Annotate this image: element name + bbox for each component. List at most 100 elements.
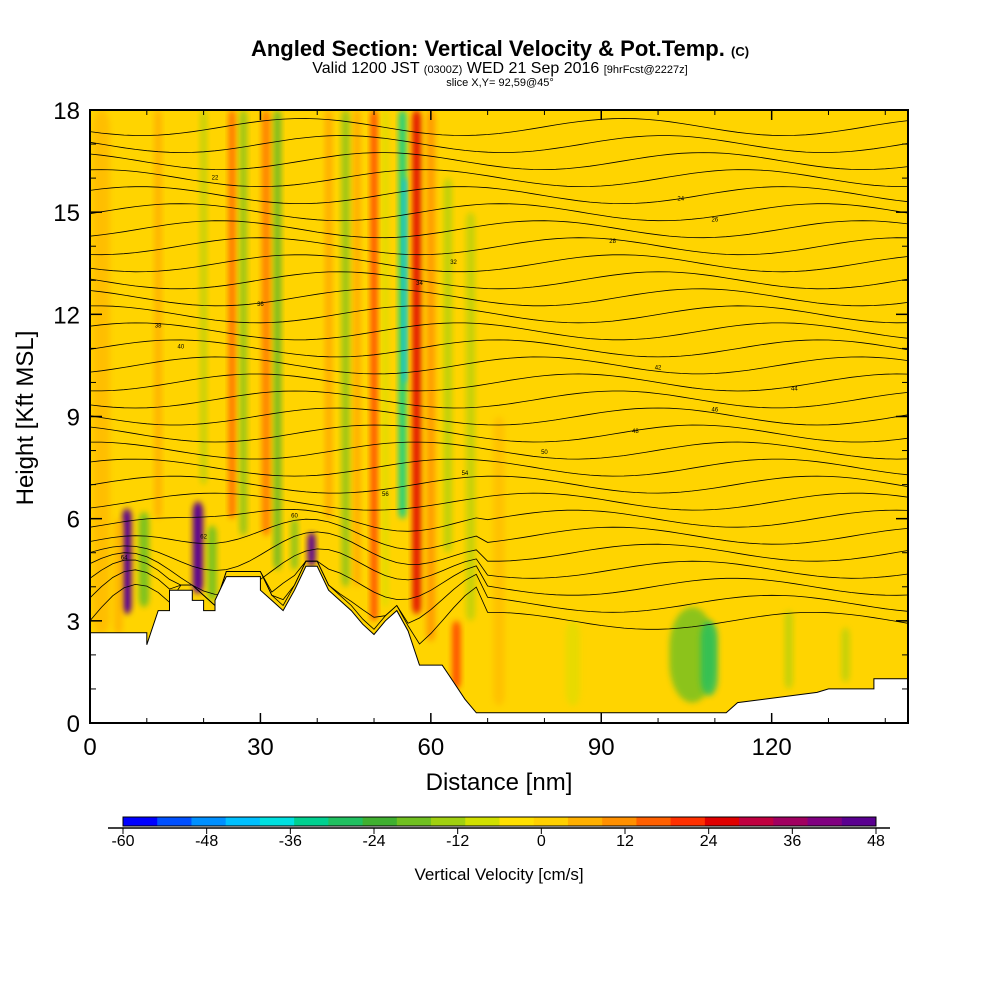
colorbar-swatch-6 — [328, 817, 364, 826]
plot-area: 64 62 60 56 54 50 48 46 44 42 40 38 36 34 32 28 26 24 22 — [90, 110, 908, 723]
isentrope-10 — [90, 441, 908, 460]
colorbar: -60 -48 -36 -24 -12 0 12 24 36 48 — [108, 816, 890, 850]
velocity-band-17 — [382, 110, 389, 608]
colorbar-swatch-20 — [807, 817, 843, 826]
velocity-band-28 — [700, 620, 718, 696]
y-axis-label: Height [Kft MSL] — [12, 331, 39, 506]
contour-label-3: 56 — [382, 492, 389, 498]
forecast-info: [9hrFcst@2227z] — [603, 64, 688, 76]
isentrope-9 — [90, 458, 908, 477]
colorbar-frame — [122, 816, 877, 827]
y-tick-label-4: 12 — [53, 302, 80, 329]
chart-title-text: Angled Section: Vertical Velocity & Pot.… — [250, 36, 725, 61]
colorbar-swatch-0 — [123, 817, 158, 826]
isentrope-27 — [90, 152, 908, 171]
contour-label-8: 44 — [791, 387, 798, 393]
velocity-field — [92, 110, 850, 706]
colorbar-swatch-4 — [259, 817, 295, 826]
isentrope-4 — [90, 531, 908, 571]
velocity-band-16 — [370, 110, 378, 621]
colorbar-tick-label-7: 24 — [700, 833, 718, 850]
x-tick-label-3: 90 — [588, 734, 615, 761]
isentrope-18 — [90, 305, 908, 324]
isentrope-11 — [90, 424, 908, 443]
velocity-band-4 — [192, 501, 204, 594]
isentrope-21 — [90, 254, 908, 273]
velocity-band-5 — [207, 525, 217, 601]
colorbar-swatch-9 — [431, 817, 466, 826]
colorbar-swatch-15 — [636, 817, 672, 826]
colorbar-swatch-10 — [465, 817, 500, 826]
contour-label-5: 50 — [541, 450, 548, 456]
contour-label-16: 26 — [712, 218, 719, 224]
y-tick-label-6: 18 — [53, 98, 80, 125]
colorbar-label: Vertical Velocity [cm/s] — [414, 865, 583, 884]
colorbar-tick-label-6: 12 — [616, 833, 634, 850]
colorbar-tick-label-0: -60 — [111, 833, 134, 850]
velocity-band-7 — [228, 110, 236, 519]
velocity-band-26 — [565, 620, 580, 706]
contour-label-7: 46 — [712, 408, 719, 414]
x-tick-label-4: 120 — [752, 734, 792, 761]
isentrope-8 — [90, 475, 908, 494]
colorbar-swatch-12 — [533, 817, 569, 826]
y-tick-label-3: 9 — [67, 405, 80, 432]
contour-label-17: 24 — [677, 197, 684, 203]
velocity-band-10 — [273, 110, 282, 570]
colorbar-swatch-19 — [773, 817, 809, 826]
contour-label-0: 64 — [121, 556, 128, 562]
contour-label-11: 38 — [155, 323, 162, 329]
colorbar-swatch-8 — [396, 817, 432, 826]
y-tick-label-2: 6 — [67, 507, 80, 534]
x-tick-label-0: 0 — [83, 734, 96, 761]
isentrope-13 — [90, 390, 908, 409]
contour-label-14: 32 — [450, 260, 457, 266]
valid-date: WED 21 Sep 2016 — [466, 60, 600, 77]
colorbar-swatch-5 — [294, 817, 329, 826]
y-tick-label-5: 15 — [53, 200, 80, 227]
colorbar-swatch-1 — [157, 817, 192, 826]
velocity-band-22 — [443, 178, 452, 553]
colorbar-swatch-2 — [191, 817, 227, 826]
isentrope-20 — [90, 271, 908, 290]
contour-label-4: 54 — [462, 471, 469, 477]
contour-label-10: 40 — [178, 344, 185, 350]
isentrope-17 — [90, 322, 908, 341]
isentrope-26 — [90, 169, 908, 188]
velocity-band-20 — [412, 110, 421, 615]
isentrope-23 — [90, 220, 908, 239]
contour-label-13: 34 — [416, 281, 423, 287]
isentrope-14 — [90, 373, 908, 392]
valid-time: Valid 1200 JST — [312, 60, 420, 77]
contour-label-15: 28 — [609, 239, 616, 245]
isentrope-28 — [90, 135, 908, 154]
x-axis-label: Distance [nm] — [426, 769, 573, 796]
colorbar-swatch-16 — [670, 817, 706, 826]
isentrope-29 — [90, 118, 908, 136]
chart-subtitle: Valid 1200 JST (0300Z) WED 21 Sep 2016 [… — [0, 60, 1000, 78]
isentrope-6 — [90, 508, 908, 532]
colorbar-swatch-14 — [602, 817, 637, 826]
pot-temp-contours: 64 62 60 56 54 50 48 46 44 42 40 38 36 34 32 28 26 24 22 — [90, 118, 908, 645]
velocity-band-6 — [200, 110, 208, 485]
colorbar-tick-label-1: -48 — [195, 833, 218, 850]
velocity-band-15 — [353, 110, 361, 587]
x-tick-label-2: 60 — [417, 734, 444, 761]
colorbar-tick-label-3: -24 — [362, 833, 385, 850]
isentrope-16 — [90, 339, 908, 358]
velocity-band-14 — [341, 110, 350, 587]
isentrope-24 — [90, 203, 908, 222]
contour-label-2: 60 — [291, 513, 298, 519]
colorbar-tick-label-8: 36 — [783, 833, 801, 850]
velocity-band-31 — [114, 518, 123, 635]
velocity-band-0 — [92, 110, 110, 635]
colorbar-swatch-13 — [567, 817, 603, 826]
contour-label-9: 42 — [655, 366, 662, 372]
isentrope-12 — [90, 407, 908, 426]
isentrope-7 — [90, 492, 908, 511]
velocity-band-2 — [138, 511, 150, 608]
contour-label-12: 36 — [257, 302, 264, 308]
chart-title-unit: (C) — [731, 44, 750, 59]
contour-label-6: 48 — [632, 429, 639, 435]
